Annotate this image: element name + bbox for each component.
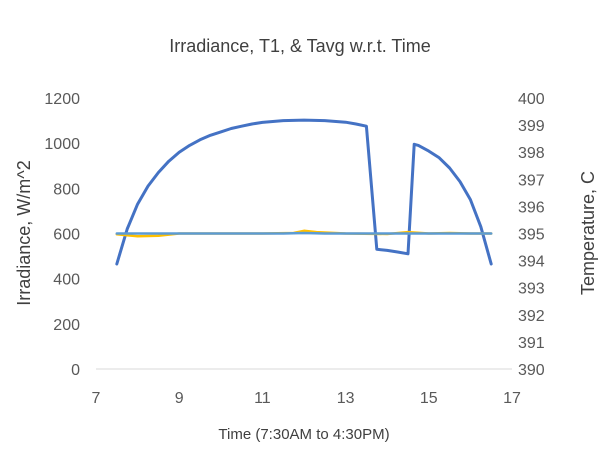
x-tick-label: 7	[92, 390, 101, 407]
y-tick-label: 0	[71, 362, 80, 379]
x-tick-label: 13	[337, 390, 355, 407]
y-tick-label: 1200	[44, 91, 80, 108]
y2-tick-label: 393	[518, 281, 545, 298]
x-tick-label: 11	[254, 390, 271, 407]
y-tick-label: 1000	[44, 136, 80, 153]
series-line-3	[115, 231, 493, 235]
x-axis-title: Time (7:30AM to 4:30PM)	[218, 426, 389, 443]
x-tick-label: 9	[175, 390, 184, 407]
chart-title: Irradiance, T1, & Tavg w.r.t. Time	[169, 36, 430, 56]
y-tick-label: 600	[53, 227, 80, 244]
y-tick-label: 400	[53, 272, 80, 289]
y2-tick-label: 390	[518, 362, 545, 379]
tick-labels-group: 0 200 400 600 800 1000 1200 390 391 392 393 394 395 3…	[44, 91, 544, 407]
y2-tick-label: 391	[518, 335, 545, 352]
y-tick-label: 800	[53, 181, 80, 198]
y2-tick-label: 397	[518, 172, 545, 189]
y2-tick-label: 392	[518, 308, 545, 325]
y2-tick-label: 394	[518, 254, 545, 271]
x-tick-label: 17	[503, 390, 521, 407]
y2-tick-label: 399	[518, 118, 545, 135]
series-group	[115, 118, 493, 266]
y-axis-title: Irradiance, W/m^2	[14, 160, 34, 306]
y2-axis-title: Temperature, C	[578, 171, 598, 295]
y2-tick-label: 396	[518, 199, 545, 216]
y2-tick-label: 395	[518, 227, 545, 244]
y2-tick-label: 400	[518, 91, 545, 108]
x-tick-label: 15	[420, 390, 438, 407]
y-tick-label: 200	[53, 317, 80, 334]
y2-tick-label: 398	[518, 145, 545, 162]
series-line-1	[115, 118, 493, 266]
